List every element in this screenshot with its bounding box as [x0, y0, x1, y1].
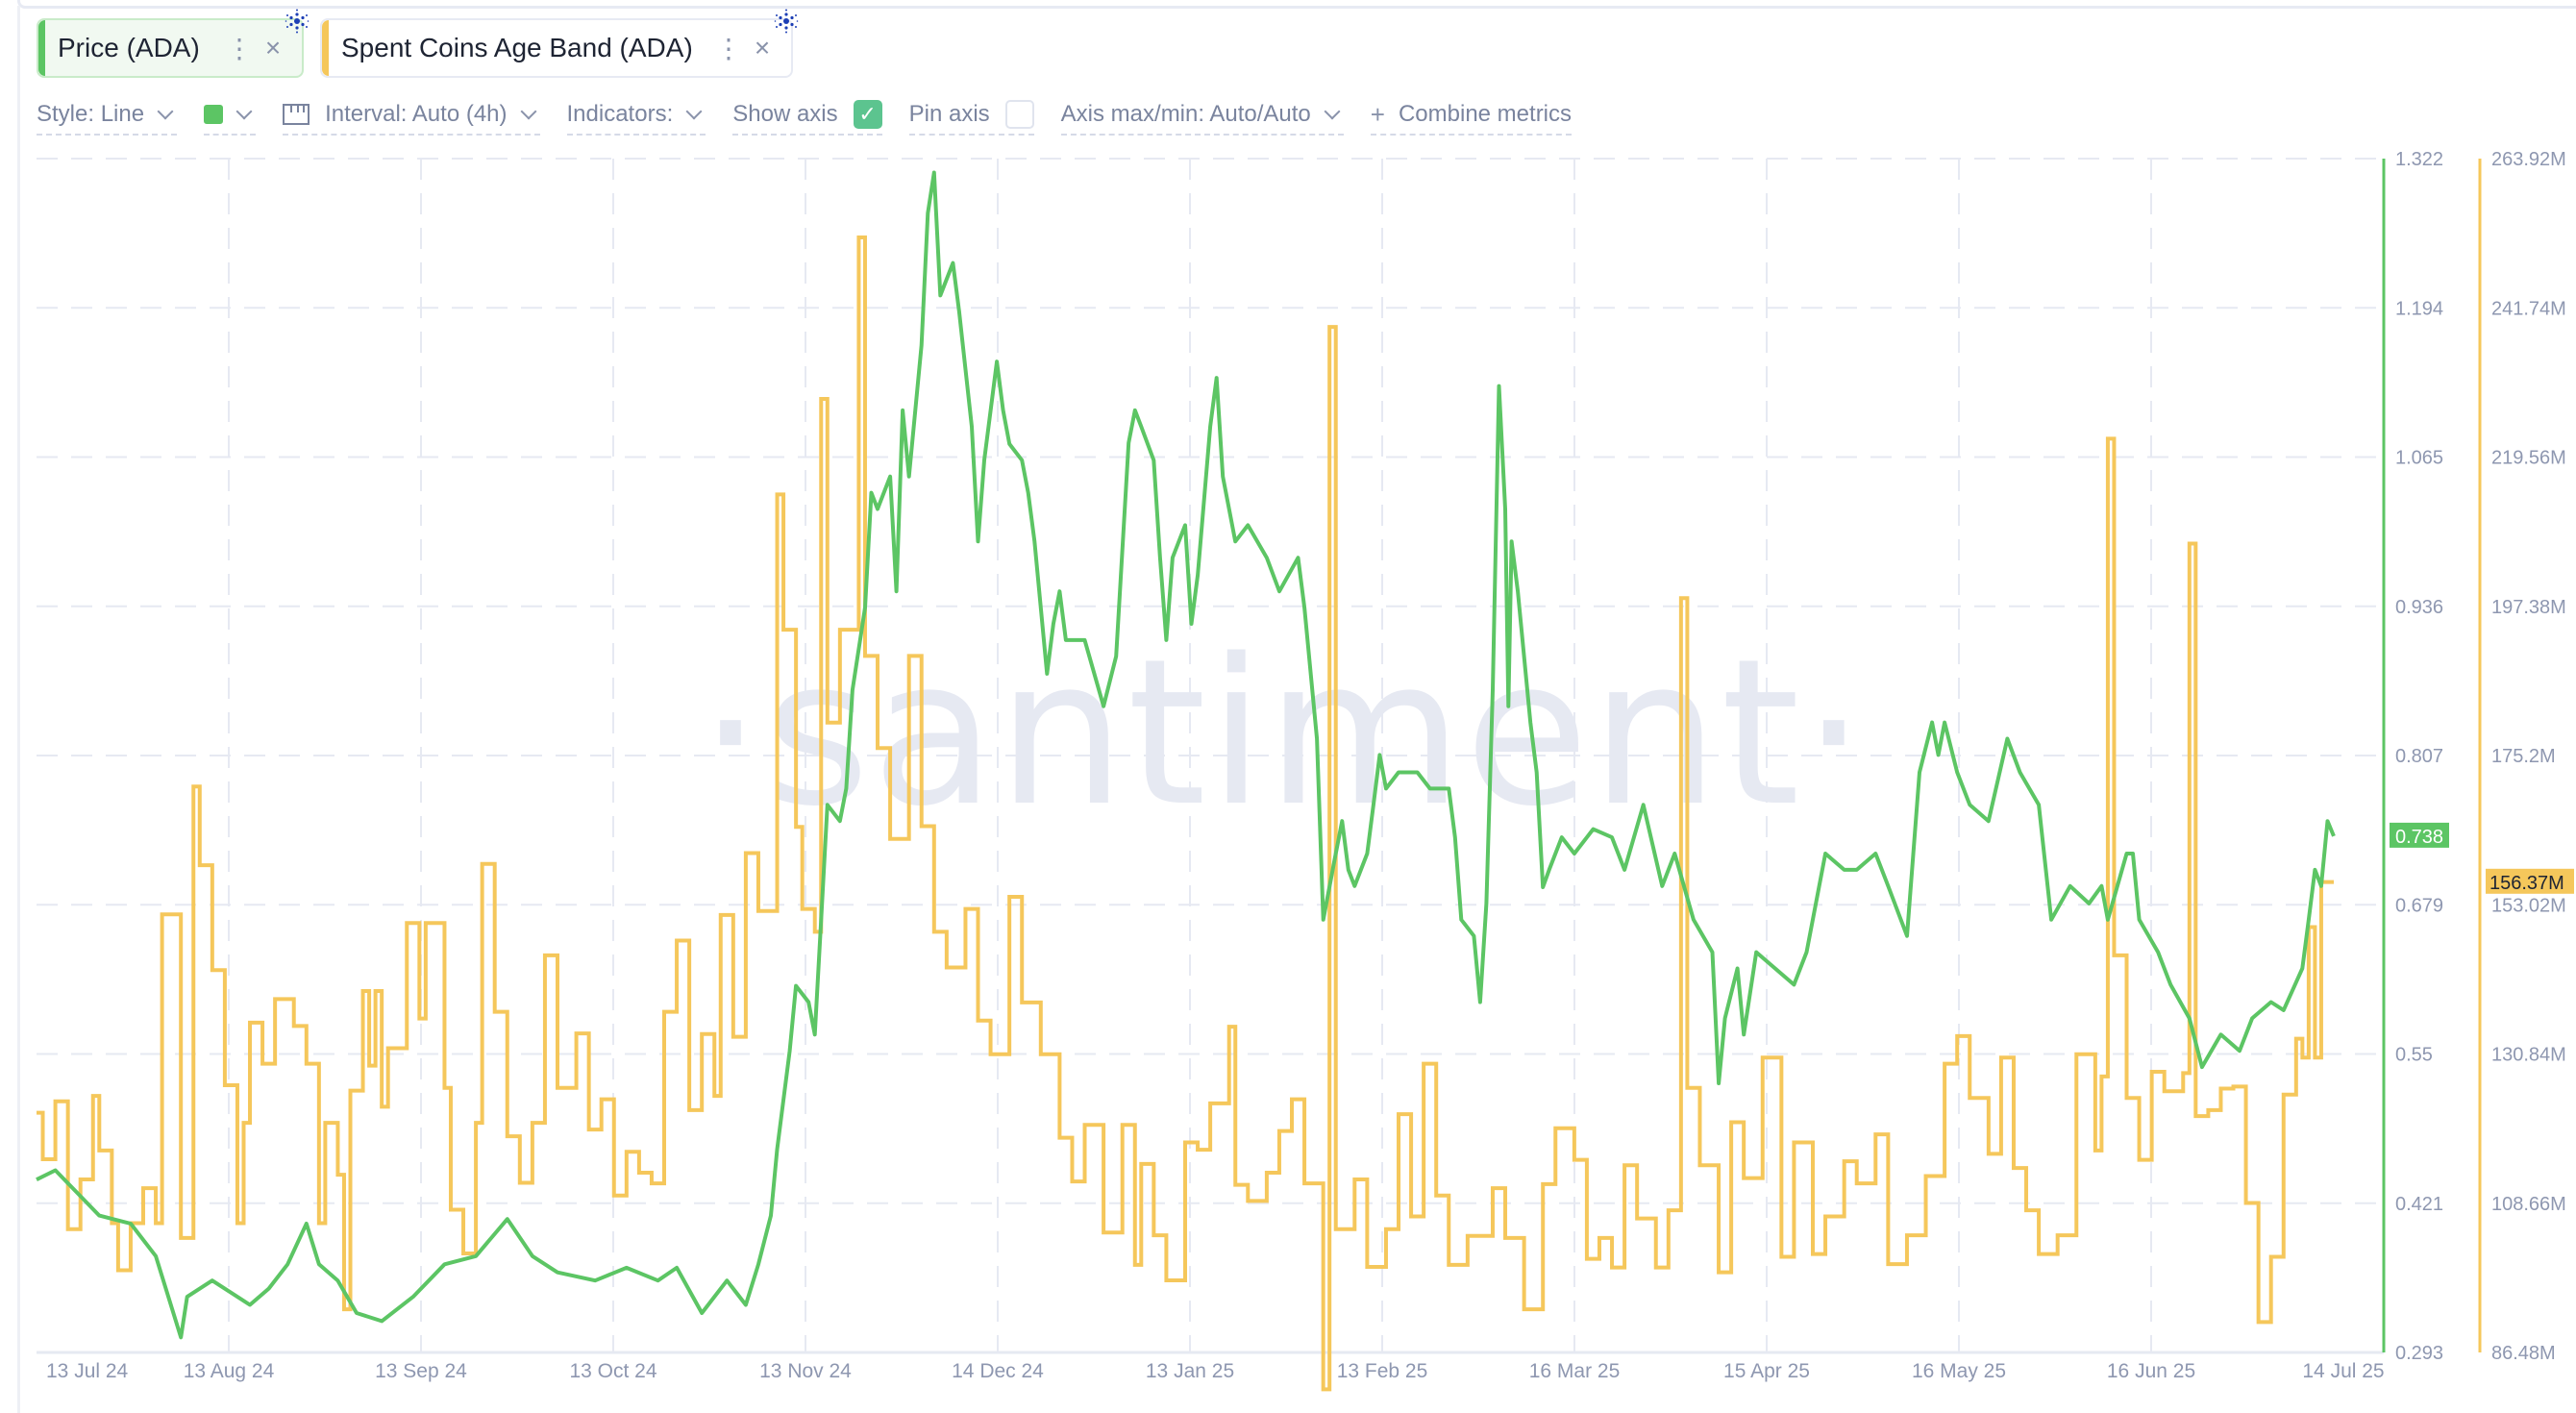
close-icon[interactable]: ×: [754, 33, 771, 62]
x-axis-label: 13 Nov 24: [759, 1360, 852, 1382]
style-label: Style: Line: [37, 101, 145, 127]
price-axis-label: 0.936: [2395, 597, 2443, 618]
x-axis-label: 16 Jun 25: [2107, 1360, 2195, 1382]
axis-maxmin-dropdown[interactable]: Axis max/min: Auto/Auto: [1060, 95, 1344, 136]
pin-axis-checkbox[interactable]: [1004, 100, 1034, 129]
show-axis-label: Show axis: [732, 101, 838, 127]
combine-metrics-button[interactable]: + Combine metrics: [1370, 95, 1573, 136]
color-swatch: [204, 105, 224, 124]
spent-current-badge: [2486, 868, 2574, 894]
interval-dropdown[interactable]: Interval: Auto (4h): [283, 95, 540, 136]
metric-color-bar: [322, 20, 329, 76]
x-axis-label: 14 Jul 25: [2302, 1360, 2384, 1382]
santiment-watermark: ·santiment·: [699, 615, 1869, 851]
spent-axis-label: 108.66M: [2491, 1194, 2566, 1215]
panel-top-border: [17, 0, 2576, 9]
price-series: [36, 170, 2336, 1340]
spent-coins-series: [37, 236, 2334, 1392]
interval-label: Interval: Auto (4h): [325, 101, 508, 127]
x-axis-label: 13 Feb 25: [1337, 1360, 1428, 1382]
x-axis-label: 13 Sep 24: [375, 1360, 467, 1382]
spent-axis-label: 153.02M: [2491, 895, 2566, 916]
ruler-icon: [283, 104, 310, 125]
x-axis-label: 13 Aug 24: [184, 1360, 275, 1382]
combine-metrics-label: Combine metrics: [1398, 101, 1573, 127]
style-dropdown[interactable]: Style: Line: [37, 95, 178, 136]
price-axis-label: 1.322: [2395, 149, 2443, 170]
metric-color-bar: [38, 20, 45, 76]
show-axis-checkbox[interactable]: ✓: [853, 100, 882, 129]
pin-axis-label: Pin axis: [908, 101, 990, 127]
x-axis-label: 14 Dec 24: [952, 1360, 1044, 1382]
spent-axis-label: 219.56M: [2491, 448, 2566, 469]
spent-axis-label: 263.92M: [2491, 149, 2566, 170]
price-current-value: 0.738: [2395, 827, 2443, 848]
indicators-dropdown[interactable]: Indicators:: [566, 95, 706, 136]
price-axis-label: 1.065: [2395, 448, 2443, 469]
spent-axis-label: 197.38M: [2491, 597, 2566, 618]
spent-axis-label: 86.48M: [2491, 1343, 2556, 1364]
checkmark-icon: ✓: [858, 102, 877, 126]
price-axis-label: 1.194: [2395, 298, 2443, 319]
panel-left-border: [17, 6, 20, 1413]
price-axis-label: 0.807: [2395, 746, 2443, 767]
metric-label: Price (ADA): [58, 33, 200, 62]
axis-maxmin-label: Axis max/min: Auto/Auto: [1060, 101, 1311, 127]
x-axis-label: 15 Apr 25: [1723, 1360, 1810, 1382]
metric-pill-price[interactable]: Price (ADA) ⋮ ×: [37, 9, 310, 78]
x-axis-label: 16 Mar 25: [1529, 1360, 1621, 1382]
spent-axis-label: 241.74M: [2491, 298, 2566, 319]
chart-toolbar: Style: Line Interval: Auto (4h) Indicato…: [37, 95, 1598, 136]
price-axis-label: 0.55: [2395, 1045, 2433, 1066]
more-options-icon[interactable]: ⋮: [226, 33, 253, 63]
price-axis-label: 0.293: [2395, 1343, 2443, 1364]
cardano-logo-icon: [774, 9, 799, 34]
metric-label: Spent Coins Age Band (ADA): [341, 33, 693, 62]
indicators-label: Indicators:: [566, 101, 674, 127]
close-icon[interactable]: ×: [264, 33, 282, 62]
more-options-icon[interactable]: ⋮: [715, 33, 742, 63]
cardano-logo-icon: [285, 9, 310, 34]
spent-axis-label: 175.2M: [2491, 746, 2556, 767]
plus-icon: +: [1370, 99, 1385, 129]
metric-pill-spent-coins[interactable]: Spent Coins Age Band (ADA) ⋮ ×: [320, 9, 799, 78]
x-axis-label: 13 Jul 24: [46, 1360, 129, 1382]
spent-current-value: 156.37M: [2489, 873, 2564, 894]
x-axis-label: 13 Jan 25: [1146, 1360, 1234, 1382]
price-axis-label: 0.421: [2395, 1194, 2443, 1215]
spent-axis-label: 130.84M: [2491, 1045, 2566, 1066]
show-axis-toggle[interactable]: Show axis ✓: [732, 95, 882, 136]
x-axis-label: 13 Oct 24: [569, 1360, 656, 1382]
price-axis-label: 0.679: [2395, 895, 2443, 916]
x-axis-label: 16 May 25: [1912, 1360, 2006, 1382]
price-current-badge: [2390, 822, 2449, 848]
pin-axis-toggle[interactable]: Pin axis: [908, 95, 1034, 136]
color-picker-dropdown[interactable]: [204, 95, 257, 136]
